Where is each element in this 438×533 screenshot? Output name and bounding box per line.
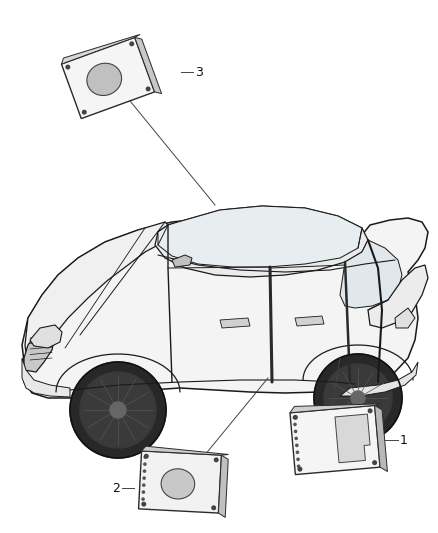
Polygon shape [158, 206, 362, 267]
Circle shape [144, 454, 149, 459]
FancyBboxPatch shape [138, 451, 222, 513]
Circle shape [351, 391, 365, 405]
Circle shape [141, 502, 146, 507]
Circle shape [294, 437, 298, 440]
Text: 3: 3 [195, 66, 203, 78]
Circle shape [142, 477, 146, 480]
Polygon shape [22, 217, 428, 398]
Polygon shape [290, 404, 381, 413]
Polygon shape [335, 414, 370, 463]
Polygon shape [172, 255, 192, 267]
Circle shape [80, 372, 156, 448]
Circle shape [143, 470, 146, 473]
Circle shape [141, 490, 145, 494]
Circle shape [314, 354, 402, 442]
Circle shape [296, 450, 299, 454]
Circle shape [297, 467, 302, 472]
FancyBboxPatch shape [61, 37, 155, 118]
Circle shape [142, 483, 145, 487]
Circle shape [70, 362, 166, 458]
Circle shape [129, 42, 134, 46]
Circle shape [82, 110, 87, 115]
Polygon shape [155, 206, 368, 277]
Ellipse shape [161, 469, 195, 499]
Polygon shape [295, 316, 324, 326]
Circle shape [293, 423, 297, 426]
Polygon shape [368, 265, 428, 328]
Polygon shape [340, 362, 418, 396]
Circle shape [324, 364, 392, 432]
Polygon shape [219, 455, 228, 518]
Polygon shape [340, 240, 402, 308]
Circle shape [293, 415, 298, 420]
Circle shape [141, 497, 145, 501]
Circle shape [367, 408, 373, 413]
Circle shape [293, 416, 296, 419]
Circle shape [65, 64, 71, 70]
Polygon shape [395, 308, 415, 328]
Polygon shape [141, 446, 229, 455]
Circle shape [296, 457, 300, 461]
Ellipse shape [87, 63, 122, 95]
Circle shape [294, 430, 297, 433]
Circle shape [297, 464, 300, 468]
Circle shape [214, 457, 219, 462]
Circle shape [211, 505, 216, 510]
Circle shape [295, 443, 299, 447]
Polygon shape [25, 222, 168, 368]
Polygon shape [220, 318, 250, 328]
Polygon shape [374, 406, 388, 472]
Circle shape [146, 86, 151, 92]
Circle shape [110, 402, 126, 418]
Circle shape [144, 455, 147, 459]
Text: 1: 1 [400, 433, 408, 447]
Circle shape [372, 460, 377, 465]
Polygon shape [24, 330, 55, 372]
Polygon shape [30, 325, 62, 348]
FancyBboxPatch shape [290, 406, 380, 474]
Polygon shape [22, 358, 70, 397]
Polygon shape [61, 35, 140, 64]
Circle shape [143, 462, 147, 466]
Text: 2: 2 [112, 481, 120, 495]
Polygon shape [135, 37, 162, 94]
